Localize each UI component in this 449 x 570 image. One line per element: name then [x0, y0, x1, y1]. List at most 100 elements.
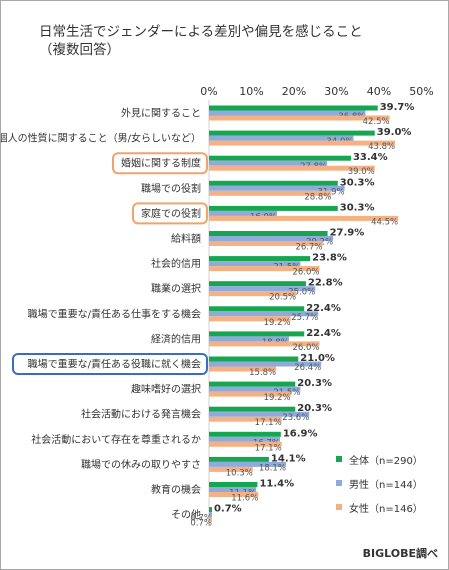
bar [209, 482, 258, 487]
bar [209, 517, 212, 523]
bar [209, 436, 280, 442]
legend-label-male: 男性（n=144） [349, 479, 423, 491]
legend: 全体（n=290） 男性（n=144） 女性（n=146） [336, 447, 423, 519]
x-tick-label: 30% [324, 85, 348, 98]
bar [209, 205, 338, 211]
data-label: 11.6% [231, 494, 258, 504]
bar [209, 180, 338, 186]
data-label: 26.4% [294, 363, 321, 373]
bar [209, 406, 296, 412]
bar [209, 366, 277, 372]
data-label: 11.4% [259, 479, 294, 490]
bar [209, 336, 289, 342]
data-label: 14.1% [271, 453, 306, 464]
bar [209, 291, 297, 297]
data-label: 44.5% [371, 217, 398, 227]
bar [209, 386, 301, 392]
bar [209, 466, 253, 472]
bar [209, 492, 259, 497]
legend-item-all: 全体（n=290） [336, 447, 423, 471]
category-label: 社会的信用 [151, 257, 201, 270]
bar [209, 185, 345, 191]
data-label: 26.7% [295, 243, 322, 253]
category-label: 個人の性質に関すること（男/女らしいなど） [1, 132, 201, 145]
category-highlight-box [132, 202, 208, 225]
x-tick-label: 40% [367, 85, 391, 98]
data-label: 19.2% [264, 318, 291, 328]
source-note: BIGLOBE調べ [362, 547, 438, 560]
bar [209, 356, 299, 362]
bar [209, 115, 390, 121]
category-highlight-box [12, 353, 208, 375]
category-label: 趣味嗜好の選択 [131, 383, 201, 396]
bar [209, 210, 277, 216]
bar [209, 416, 282, 422]
category-label: 外見に関すること [121, 108, 201, 120]
data-label: 22.4% [306, 303, 341, 314]
chart-title: 日常生活でジェンダーによる差別や偏見を感じること （複数回答） [39, 23, 363, 59]
bar [209, 341, 320, 347]
data-label: 20.3% [297, 378, 332, 389]
bar [209, 316, 291, 322]
data-label: 22.8% [308, 278, 343, 289]
data-label: 23.8% [312, 253, 347, 264]
data-label: 0.7% [190, 519, 212, 529]
legend-item-male: 男性（n=144） [336, 471, 423, 495]
bar [209, 135, 354, 141]
legend-item-female: 女性（n=146） [336, 495, 423, 519]
data-label: 0.7% [190, 514, 212, 524]
x-tick-label: 0% [200, 85, 217, 98]
bar [209, 236, 334, 241]
data-label: 30.3% [340, 202, 375, 213]
category-highlight-box [112, 152, 208, 175]
data-label: 10.3% [226, 468, 253, 478]
legend-swatch-all [336, 456, 342, 462]
bar [209, 155, 351, 161]
data-label: 15.8% [249, 368, 276, 378]
category-label: 給料額 [171, 232, 201, 245]
bar [209, 256, 311, 262]
data-label: 39.7% [380, 102, 415, 113]
category-label: 社会活動における発言機会 [81, 408, 201, 421]
bar [209, 391, 291, 397]
legend-swatch-female [336, 504, 342, 510]
legend-label-female: 女性（n=146） [349, 503, 423, 515]
legend-swatch-male [336, 480, 342, 486]
category-label: 教育の機会 [151, 483, 201, 496]
data-label: 33.4% [353, 152, 388, 163]
bar [209, 140, 396, 146]
bar [209, 311, 319, 317]
data-label: 26.0% [292, 268, 319, 278]
bar [209, 160, 328, 166]
bar [209, 190, 332, 196]
x-tick-label: 50% [409, 85, 433, 98]
data-label: 16.9% [283, 428, 318, 439]
bar [209, 261, 301, 267]
data-label: 20.3% [297, 403, 332, 414]
bar [209, 361, 322, 367]
data-label: 20.5% [269, 293, 296, 303]
data-label: 26.0% [292, 343, 319, 353]
bar [209, 381, 296, 387]
category-label: 職場で重要な/責任ある仕事をする機会 [28, 307, 201, 320]
bar [209, 431, 281, 437]
bar [209, 130, 375, 136]
bar [209, 231, 328, 236]
bar [209, 281, 306, 287]
data-label: 30.3% [340, 177, 375, 188]
data-label: 22.4% [306, 328, 341, 339]
bar [209, 507, 212, 513]
data-label: 43.8% [368, 142, 395, 152]
category-label: 婚姻に関する制度 [121, 157, 201, 170]
bar [209, 487, 257, 492]
bar [209, 456, 269, 462]
data-label: 28.8% [304, 192, 331, 202]
data-label: 0.7% [214, 504, 242, 515]
bar [209, 266, 320, 272]
bar [209, 110, 366, 116]
bar [209, 331, 305, 337]
data-label: 25.7% [291, 313, 318, 323]
data-label: 27.9% [330, 228, 365, 239]
data-label: 17.1% [255, 443, 282, 453]
